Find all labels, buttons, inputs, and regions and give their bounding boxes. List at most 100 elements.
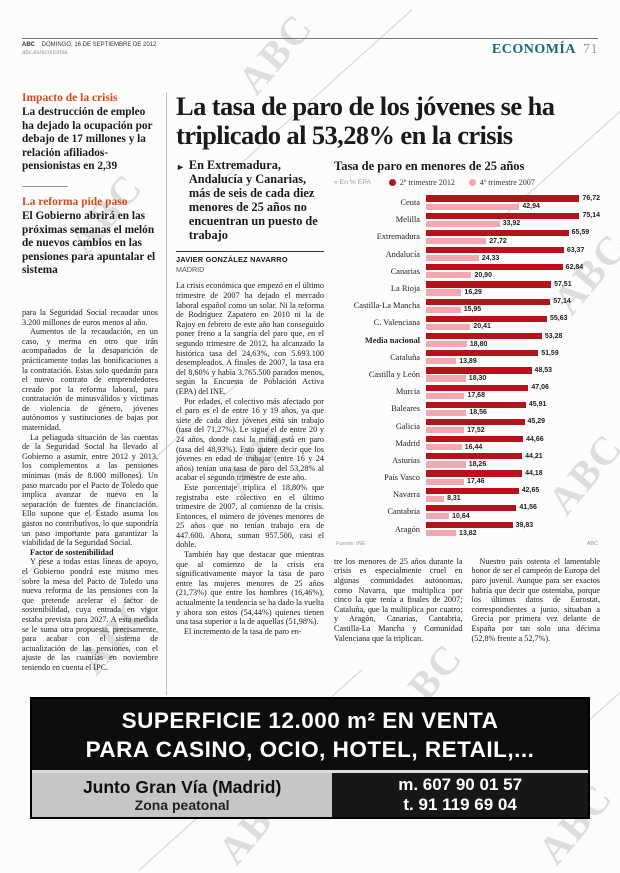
chart-value-label: 17,68 — [467, 392, 485, 400]
sidebar: Impacto de la crisis La destrucción de e… — [22, 92, 166, 695]
chart-value-label: 75,14 — [582, 212, 600, 220]
main-article: La tasa de paro de los jóvenes se ha tri… — [166, 92, 600, 695]
chart-row: País Vasco 44,18 17,46 — [334, 469, 600, 486]
chart-value-label: 62,84 — [565, 263, 584, 271]
chart-row: Baleares 45,91 18,56 — [334, 400, 600, 417]
chart-value-label: 18,80 — [469, 340, 488, 348]
chart-value-label: 45,29 — [527, 418, 546, 426]
chart-value-label: 15,95 — [463, 306, 482, 314]
chart-bar-line: 42,94 — [426, 203, 600, 210]
chart-bar-group: 75,14 33,92 — [426, 212, 600, 227]
chart-category-label: Cantabria — [387, 507, 420, 517]
chart-bar-line: 20,90 — [426, 272, 600, 279]
chart-row: Aragón 39,83 13,82 — [334, 521, 600, 538]
chart-category-label: Asturias — [392, 455, 420, 465]
chart-value-label: 10,64 — [452, 512, 470, 520]
chart-bar-line: 18,30 — [426, 375, 600, 382]
chart-category-label: C. Valenciana — [373, 318, 420, 328]
chart-bar-group: 62,84 20,90 — [426, 264, 600, 279]
chart-bar — [426, 332, 542, 340]
chart-value-label: 53,28 — [544, 332, 563, 340]
chart-bar-line: 17,68 — [426, 392, 600, 399]
section-title: ECONOMÍA — [491, 42, 576, 57]
chart-row: Extremadura 65,59 27,72 — [334, 228, 600, 245]
chart-row: Murcia 47,06 17,68 — [334, 383, 600, 400]
article-column-2: tre los menores de 25 años durante la cr… — [334, 556, 463, 643]
ad-headline-line2: PARA CASINO, OCIO, HOTEL, RETAIL,... — [85, 736, 535, 762]
chart-bar-line: 27,72 — [426, 238, 600, 245]
ad-location-sub: Zona peatonal — [134, 796, 230, 813]
chart-bar-group: 63,37 24,33 — [426, 247, 600, 262]
ad-phones: m. 607 90 01 57 t. 91 119 69 04 — [332, 773, 588, 817]
chart-value-label: 63,37 — [566, 246, 585, 254]
ad-location: Junto Gran Vía (Madrid) Zona peatonal — [32, 773, 333, 817]
masthead-left: ABC DOMINGO, 16 DE SEPTIEMBRE DE 2012 ab… — [22, 42, 156, 57]
chart-value-label: 42,65 — [521, 487, 540, 495]
article-column-1: ► En Extremadura, Andalucía y Canarias, … — [176, 159, 324, 695]
section-header: ECONOMÍA 71 — [492, 42, 598, 58]
chart-row: La Rioja 57,51 16,29 — [334, 280, 600, 297]
chart-bar-line: 44,18 — [426, 470, 600, 477]
site-url: abc.es/economia — [22, 49, 68, 56]
chart-value-label: 65,59 — [571, 229, 590, 237]
chart-category-label: Navarra — [393, 490, 420, 500]
chart-value-label: 16,29 — [464, 289, 482, 297]
chart-category-label: La Rioja — [390, 284, 420, 294]
ad-headline-line1: SUPERFICIE 12.000 m² EN VENTA — [121, 707, 499, 733]
chart-bar-line: 39,83 — [426, 522, 600, 529]
chart-category-label: País Vasco — [384, 473, 420, 483]
article-body: ► En Extremadura, Andalucía y Canarias, … — [176, 159, 600, 695]
chart-bar-group: 65,59 27,72 — [426, 229, 600, 245]
chart-row: Galicia 45,29 17,52 — [334, 417, 600, 434]
sidebar-lead-2: El Gobierno abrirá en las próximas seman… — [22, 209, 156, 277]
chart-bar-group: 57,14 15,95 — [426, 298, 600, 313]
chart-credit: ABC — [586, 540, 598, 547]
chart-category-label: Canarias — [390, 266, 420, 276]
chart-bar-line: 51,59 — [426, 350, 600, 357]
chart-bar-group: 45,91 18,56 — [426, 401, 600, 416]
chart-bar-group: 39,83 13,82 — [426, 522, 600, 537]
standfirst-text: En Extremadura, Andalucía y Canarias, má… — [188, 159, 318, 242]
ad-location-main: Junto Gran Vía (Madrid) — [82, 776, 282, 797]
chart-bar — [426, 487, 519, 494]
legend-label: 4º trimestre 2007 — [479, 178, 535, 187]
chart-bar — [426, 530, 457, 537]
issue-date: DOMINGO, 16 DE SEPTIEMBRE DE 2012 — [41, 42, 157, 48]
chart-category-label: Baleares — [391, 404, 420, 414]
chart-bar — [426, 289, 462, 296]
chart-bar-line: 17,46 — [426, 478, 600, 485]
chart-bar — [426, 436, 524, 443]
chart-bar-group: 41,56 10,64 — [426, 504, 600, 520]
chart-bar-line: 17,52 — [426, 427, 600, 434]
chart-category-label: Galicia — [395, 421, 420, 431]
chart-bar-line: 76,72 — [426, 195, 600, 202]
chart-bar-line: 41,56 — [426, 504, 600, 511]
chart-value-label: 17,52 — [467, 426, 485, 434]
chart-bar-line: 44,21 — [426, 453, 600, 460]
chart-bar-line: 55,63 — [426, 315, 600, 322]
article-paragraph: También hay que destacar que mientras qu… — [176, 550, 324, 627]
chart-title: Tasa de paro en menores de 25 años — [334, 159, 525, 173]
sidebar-lead-1: La destrucción de empleo ha dejado la oc… — [22, 106, 153, 173]
chart-value-label: 42,94 — [522, 203, 540, 211]
chart-bar-line: 65,59 — [426, 229, 600, 237]
chart-bar — [426, 306, 461, 313]
chart-bar-group: 57,51 16,29 — [426, 281, 600, 296]
chart-bar — [426, 264, 563, 271]
chart-category-label: Media nacional — [364, 335, 420, 345]
chart-row: Canarias 62,84 20,90 — [334, 263, 600, 280]
chart-bar-group: 44,18 17,46 — [426, 470, 600, 485]
chart-category-label: Extremadura — [376, 232, 420, 242]
chart-row: Cantabria 41,56 10,64 — [334, 503, 600, 520]
chart-bar-group: 53,28 18,80 — [426, 333, 600, 348]
chart-bar — [426, 237, 487, 245]
chart-bar — [426, 470, 523, 477]
chart-bar — [426, 409, 467, 416]
chart-bar-line: 15,95 — [426, 306, 600, 313]
sidebar-kicker-2: La reforma pide paso — [22, 195, 128, 208]
chart-value-label: 76,72 — [582, 195, 600, 203]
chart-bar-group: 76,72 42,94 — [426, 195, 600, 210]
chart-row: Melilla 75,14 33,92 — [334, 211, 600, 228]
chart-bar-line: 57,14 — [426, 298, 600, 305]
chart-category-label: Ceuta — [400, 198, 420, 208]
